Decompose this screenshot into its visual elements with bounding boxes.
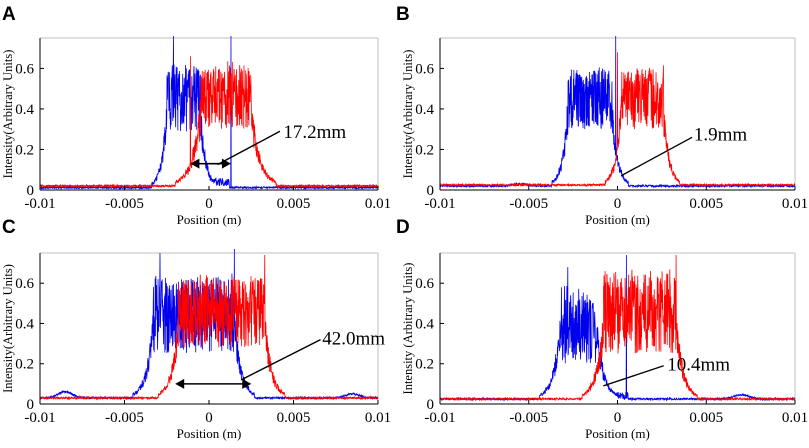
- panel-d: D -0.01 -0.005 0 0.005 0.01 0 0.2 0.4 0.6 Position…: [396, 217, 808, 441]
- y-axis-label: Intensity(Arbitrary Units): [401, 50, 415, 179]
- x-tick-label: 0.005: [689, 410, 723, 426]
- x-axis-label: Position (m): [177, 426, 242, 441]
- y-tick-label: 0: [427, 397, 435, 413]
- series-blue: [39, 35, 379, 191]
- width-arrow-head-left: [175, 378, 185, 389]
- annotation-label: 10.4mm: [667, 355, 730, 376]
- series-red: [439, 255, 796, 402]
- annotation-pointer: [217, 130, 281, 166]
- y-tick-label: 0.2: [415, 142, 434, 158]
- annotation-pointer: [620, 136, 693, 177]
- panel-label: C: [2, 217, 16, 238]
- x-tick-label: -0.01: [424, 410, 455, 426]
- series-red: [39, 56, 379, 189]
- y-tick-label: 0.2: [15, 357, 34, 373]
- y-tick-label: 0.4: [15, 316, 34, 332]
- y-tick-label: 0.2: [15, 142, 34, 158]
- y-tick-label: 0.6: [415, 61, 434, 77]
- x-tick-label: -0.005: [105, 410, 144, 426]
- x-tick-label: 0.005: [277, 410, 311, 426]
- y-tick-label: 0: [27, 397, 35, 413]
- y-tick-label: 0.6: [15, 276, 34, 292]
- x-tick-label: -0.005: [509, 196, 548, 212]
- annotation-label: 42.0mm: [322, 329, 385, 350]
- y-tick-label: 0.4: [415, 102, 434, 118]
- x-tick-label: -0.01: [24, 196, 55, 212]
- y-tick-label: 0: [427, 183, 435, 199]
- y-tick-label: 0.2: [415, 357, 434, 373]
- width-arrow-head-right: [242, 378, 252, 389]
- y-tick-label: 0.4: [15, 102, 34, 118]
- x-tick-label: -0.01: [424, 196, 455, 212]
- y-tick-label: 0: [27, 183, 35, 199]
- x-tick-label: 0.01: [365, 410, 391, 426]
- y-tick-label: 0.6: [415, 276, 434, 292]
- y-axis-label: Intensity (Arbitrary Units): [401, 263, 415, 395]
- x-tick-label: 0.005: [277, 196, 311, 212]
- series-red: [439, 52, 796, 188]
- x-tick-label: 0: [205, 410, 213, 426]
- panel-label: B: [396, 4, 410, 25]
- panel-a: A -0.01 -0.005 0 0.005 0.01 0 0.2 0.4 0.6 Position…: [1, 4, 391, 227]
- annotation-label: 1.9mm: [694, 124, 748, 145]
- x-axis-label: Position (m): [585, 212, 650, 227]
- panel-label: A: [2, 4, 16, 25]
- y-axis-label: Intensity(Arbitrary Units): [1, 50, 15, 179]
- x-axis-label: Position (m): [585, 426, 650, 441]
- annotation-pointer: [240, 338, 321, 381]
- x-tick-label: 0.005: [689, 196, 723, 212]
- x-tick-label: 0.01: [365, 196, 391, 212]
- x-tick-label: 0: [614, 410, 622, 426]
- annotation-label: 17.2mm: [283, 122, 346, 143]
- x-tick-label: -0.005: [509, 410, 548, 426]
- x-tick-label: 0: [205, 196, 213, 212]
- x-tick-label: 0.01: [782, 196, 808, 212]
- y-tick-label: 0.4: [415, 316, 434, 332]
- x-tick-label: -0.005: [105, 196, 144, 212]
- x-tick-label: 0: [614, 196, 622, 212]
- x-tick-label: 0.01: [782, 410, 808, 426]
- panel-c: C -0.01 -0.005 0 0.005 0.01 0 0.2 0.4 0.6 Position…: [1, 217, 391, 441]
- width-arrow-head-left: [190, 158, 200, 169]
- panel-b: B -0.01 -0.005 0 0.005 0.01 0 0.2 0.4 0.6 Position…: [396, 4, 808, 227]
- panel-label: D: [396, 217, 410, 238]
- y-axis-label: Intensity(Arbitrary Units): [1, 264, 15, 393]
- y-tick-label: 0.6: [15, 61, 34, 77]
- x-tick-label: -0.01: [24, 410, 55, 426]
- x-axis-label: Position (m): [177, 212, 242, 227]
- series-red: [39, 255, 379, 401]
- annotation-pointer: [603, 365, 664, 387]
